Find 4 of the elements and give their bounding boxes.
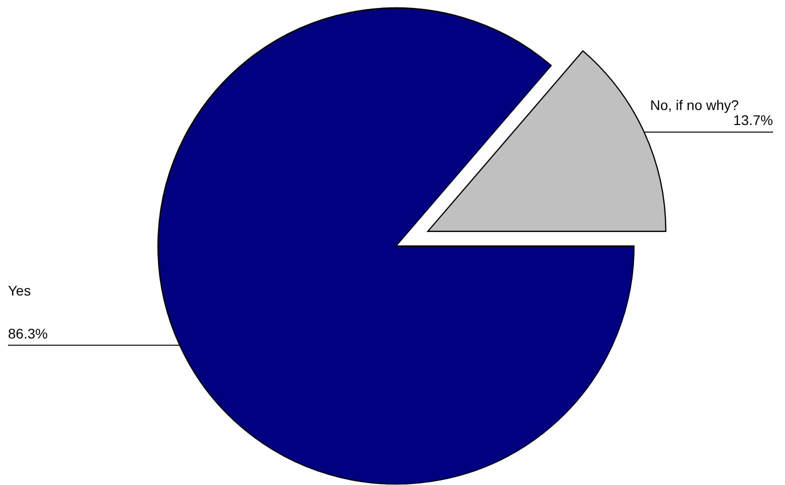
slice-label: Yes [8,282,31,298]
data-label: 86.3% [8,325,48,342]
data-label: 13.7% [733,112,773,128]
slice-label: No, if no why? [650,97,740,114]
